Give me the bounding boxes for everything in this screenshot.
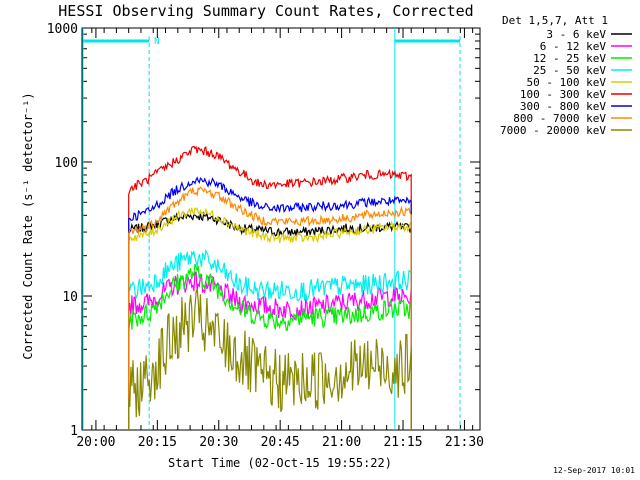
legend-entry-label: 50 - 100 keV (527, 76, 607, 89)
chart-title: HESSI Observing Summary Count Rates, Cor… (58, 2, 473, 20)
x-tick-label: 21:15 (383, 435, 422, 450)
series-line-5 (128, 145, 412, 430)
series-line-0 (128, 211, 412, 430)
y-tick-label: 1 (70, 424, 78, 439)
series-line-7 (128, 186, 412, 430)
legend-entry-label: 12 - 25 keV (533, 52, 606, 65)
legend-entry-label: 800 - 7000 keV (513, 112, 606, 125)
legend-entry-label: 3 - 6 keV (546, 28, 606, 41)
night-marker-label: N (154, 37, 159, 47)
x-tick-label: 20:00 (76, 435, 115, 450)
plot-area: 1 10 100 1000 20:00 20:15 20:30 20:45 21:00 21:15… (47, 22, 484, 450)
legend-entry-label: 7000 - 20000 keV (500, 124, 606, 137)
y-axis-label: Corrected Count Rate (s⁻¹ detector⁻¹) (21, 92, 35, 359)
y-tick-label: 10 (62, 290, 78, 305)
x-tick-label: 20:30 (199, 435, 238, 450)
series-line-4 (128, 206, 412, 430)
x-tick-label: 21:00 (322, 435, 361, 450)
x-axis-label: Start Time (02-Oct-15 19:55:22) (168, 456, 392, 470)
legend-title: Det 1,5,7, Att 1 (502, 14, 608, 27)
series-line-2 (128, 263, 412, 430)
y-tick-label: 1000 (47, 22, 78, 37)
x-tick-label: 20:15 (138, 435, 177, 450)
legend-entry-label: 6 - 12 keV (540, 40, 607, 53)
x-tick-label: 21:30 (445, 435, 484, 450)
legend-entry-label: 300 - 800 keV (520, 100, 606, 113)
legend-entry-label: 25 - 50 keV (533, 64, 606, 77)
series-line-3 (128, 248, 412, 430)
footer-date: 12-Sep-2017 10:01 (553, 466, 635, 475)
x-tick-label: 20:45 (261, 435, 300, 450)
axes-frame (81, 27, 481, 431)
series-line-6 (128, 176, 412, 430)
series-line-1 (128, 270, 412, 430)
y-tick-label: 100 (55, 156, 78, 171)
series-line-8 (128, 288, 412, 430)
legend-entry-label: 100 - 300 keV (520, 88, 606, 101)
